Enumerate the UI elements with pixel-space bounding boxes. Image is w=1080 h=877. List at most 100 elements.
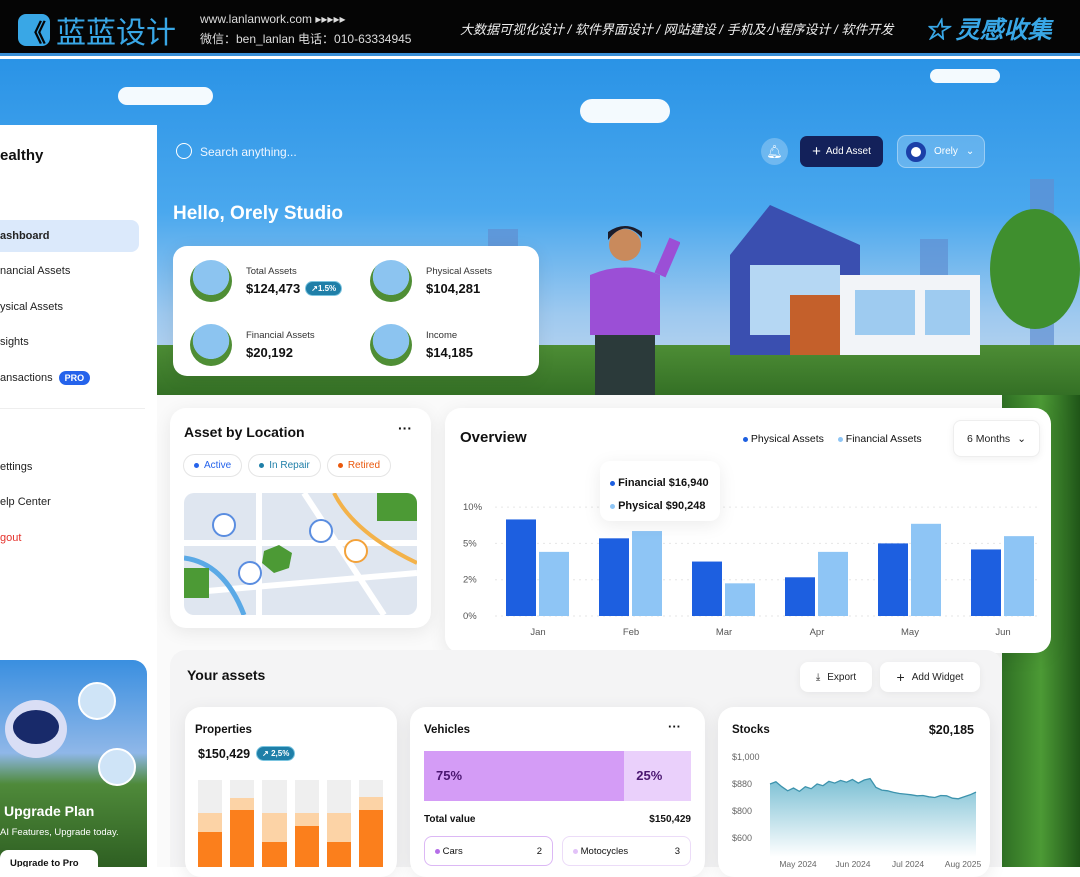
add-widget-button[interactable]: + Add Widget: [880, 662, 980, 692]
map-pin: [212, 513, 236, 537]
x-tick-label: Jun: [995, 627, 1010, 638]
filter-in-repair[interactable]: In Repair: [248, 454, 321, 477]
bar-financial-assets: [1004, 536, 1034, 616]
property-bar: [326, 780, 351, 867]
map-pin: [238, 561, 262, 585]
change-badge: ↗1.5%: [305, 281, 343, 296]
overview-bar-chart: 0% 2% 5% 10% Jan Feb Mar Apr May Jun: [463, 502, 1040, 638]
stock-line: [769, 777, 977, 800]
financial-assets-icon: [190, 324, 232, 366]
overview-card: Overview Physical Assets Financial Asset…: [445, 408, 1051, 653]
your-assets-panel: Your assets ⤓ Export + Add Widget Properti…: [170, 650, 1002, 877]
banner-website[interactable]: www.lanlanwork.com ▸▸▸▸▸: [200, 12, 346, 26]
sidebar-divider: [0, 408, 145, 409]
bar-financial-assets: [632, 531, 662, 616]
card-title: Overview: [460, 429, 527, 446]
chevron-down-icon: ⌄: [1017, 432, 1026, 445]
sidebar-item-insights[interactable]: sights: [0, 336, 29, 348]
asset-by-location-card: Asset by Location ··· Active In Repair R…: [170, 408, 431, 628]
x-tick-label: Jun 2024: [836, 859, 871, 869]
export-button[interactable]: ⤓ Export: [800, 662, 872, 692]
robot-illustration: [5, 700, 67, 758]
stat-income: Income $14,185: [370, 324, 473, 366]
more-options-icon[interactable]: ···: [668, 719, 681, 734]
house-bubble-icon: [78, 682, 116, 720]
x-tick-label: May: [901, 627, 919, 638]
sidebar-item-physical-assets[interactable]: ysical Assets: [0, 301, 63, 313]
sidebar-item-financial-assets[interactable]: nancial Assets: [0, 265, 71, 277]
map-pin: [309, 519, 333, 543]
location-filters: Active In Repair Retired: [183, 454, 392, 477]
card-title: Asset by Location: [184, 424, 305, 440]
character-illustration: [590, 226, 680, 400]
search-input[interactable]: [200, 143, 450, 161]
property-bar-dark: [262, 841, 287, 867]
y-tick-label: 5%: [463, 538, 477, 549]
stats-card: Total Assets $124,473 ↗1.5% Physical Asset…: [173, 246, 539, 376]
filter-retired[interactable]: Retired: [326, 454, 392, 477]
search-icon: [176, 143, 192, 159]
range-select[interactable]: 6 Months ⌄: [953, 420, 1040, 457]
house-illustration: [730, 205, 980, 355]
sidebar-item-logout[interactable]: gout: [0, 532, 22, 544]
stocks-card: Stocks $20,185 $1,000 $880 $800 $600 May 202…: [718, 707, 990, 877]
property-bar: [294, 780, 319, 867]
x-tick-label: Feb: [623, 627, 639, 638]
vehicle-split-bar: 75% 25%: [424, 751, 691, 801]
property-bar-dark: [326, 841, 351, 867]
legend-physical: Physical Assets: [743, 433, 824, 445]
vehicle-type-cars[interactable]: Cars 2: [424, 836, 553, 866]
properties-card: Properties $150,429 ↗ 2,5%: [185, 707, 397, 877]
location-map[interactable]: [184, 493, 417, 615]
vehicles-card: Vehicles ··· 75% 25% Total value $150,42…: [410, 707, 705, 877]
more-options-icon[interactable]: ···: [398, 420, 412, 436]
upgrade-title: Upgrade Plan: [4, 803, 95, 819]
x-tick-label: Mar: [716, 627, 732, 638]
sidebar-item-settings[interactable]: ettings: [0, 461, 33, 473]
chart-legend: Physical Assets Financial Assets: [743, 433, 922, 445]
top-banner: 《蓝蓝设计 www.lanlanwork.com ▸▸▸▸▸ 微信：ben_lan…: [0, 0, 1080, 56]
bar-financial-assets: [911, 523, 941, 616]
y-tick-label: 10%: [463, 502, 483, 513]
notification-bell-icon[interactable]: 🔔︎: [761, 138, 788, 165]
brand-name: ealthy: [0, 147, 44, 164]
property-bar-dark: [358, 809, 384, 867]
banner-contact: www.lanlanwork.com ▸▸▸▸▸ 微信：ben_lanlan 电话…: [200, 9, 411, 49]
stat-physical-assets: Physical Assets $104,281: [370, 260, 492, 302]
stock-area: [770, 778, 976, 857]
star-icon: ☆: [925, 17, 949, 44]
logo-mark-icon: 《: [18, 14, 50, 47]
property-bar: [198, 780, 223, 867]
property-bar: [358, 780, 384, 867]
banner-logo: 《蓝蓝设计: [18, 8, 176, 52]
add-asset-button[interactable]: + Add Asset: [800, 136, 883, 167]
bar-physical-assets: [506, 519, 536, 616]
user-menu[interactable]: Orely ⌄: [897, 135, 985, 168]
sidebar-item-dashboard[interactable]: ashboard: [0, 220, 139, 252]
sidebar-item-transactions[interactable]: ansactions PRO: [0, 362, 91, 394]
coin-bubble-icon: [98, 748, 136, 786]
x-tick-label: Apr: [810, 627, 825, 638]
section-title: Your assets: [187, 667, 266, 683]
bar-physical-assets: [692, 561, 722, 616]
property-bar-dark: [230, 810, 255, 867]
chevron-down-icon: ⌄: [965, 146, 975, 157]
chart-tooltip: Financial $16,940 Physical $90,248: [600, 461, 720, 521]
property-bar: [230, 780, 255, 867]
upgrade-card: Upgrade Plan AI Features, Upgrade today.…: [0, 660, 147, 867]
x-tick-label: Aug 2025: [945, 859, 982, 869]
y-tick-label: 0%: [463, 611, 477, 622]
y-tick-label: $800: [732, 806, 752, 816]
upgrade-to-pro-button[interactable]: Upgrade to Pro: [0, 850, 98, 867]
upgrade-subtitle: AI Features, Upgrade today.: [0, 827, 119, 838]
bar-physical-assets: [878, 543, 908, 616]
sidebar-item-help-center[interactable]: elp Center: [0, 496, 51, 508]
y-tick-label: $600: [732, 833, 752, 843]
y-tick-label: $880: [732, 779, 752, 789]
vehicle-type-motocycles[interactable]: Motocycles 3: [562, 836, 691, 866]
download-icon: ⤓: [815, 671, 821, 683]
income-icon: [370, 324, 412, 366]
filter-active[interactable]: Active: [183, 454, 243, 477]
bar-financial-assets: [725, 583, 755, 616]
pro-badge: PRO: [58, 371, 91, 385]
